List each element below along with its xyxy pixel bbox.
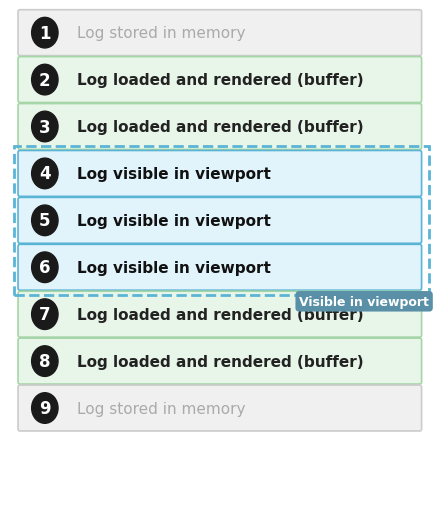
FancyBboxPatch shape [18, 58, 422, 103]
Text: Log visible in viewport: Log visible in viewport [77, 213, 271, 229]
Circle shape [31, 393, 58, 423]
Text: Log stored in memory: Log stored in memory [77, 26, 245, 41]
Text: Log visible in viewport: Log visible in viewport [77, 166, 271, 182]
Text: 8: 8 [39, 352, 51, 371]
Text: 1: 1 [39, 24, 51, 43]
FancyBboxPatch shape [18, 11, 422, 56]
FancyBboxPatch shape [18, 151, 422, 197]
Text: Log stored in memory: Log stored in memory [77, 401, 245, 416]
Text: 2: 2 [39, 71, 51, 90]
Text: Log loaded and rendered (buffer): Log loaded and rendered (buffer) [77, 307, 364, 322]
Text: Log visible in viewport: Log visible in viewport [77, 260, 271, 275]
Circle shape [31, 112, 58, 143]
Bar [14, 147, 429, 295]
Text: Visible in viewport: Visible in viewport [299, 295, 429, 308]
FancyBboxPatch shape [18, 198, 422, 244]
Text: 9: 9 [39, 399, 51, 417]
Circle shape [31, 299, 58, 330]
Text: Log loaded and rendered (buffer): Log loaded and rendered (buffer) [77, 73, 364, 88]
Text: Log loaded and rendered (buffer): Log loaded and rendered (buffer) [77, 120, 364, 135]
FancyBboxPatch shape [18, 338, 422, 384]
Text: 7: 7 [39, 305, 51, 324]
Circle shape [31, 206, 58, 236]
Circle shape [31, 159, 58, 189]
FancyBboxPatch shape [18, 292, 422, 337]
Circle shape [31, 18, 58, 49]
Text: 3: 3 [39, 118, 51, 136]
FancyBboxPatch shape [18, 104, 422, 150]
FancyBboxPatch shape [18, 385, 422, 431]
Circle shape [31, 65, 58, 96]
Text: Log loaded and rendered (buffer): Log loaded and rendered (buffer) [77, 354, 364, 369]
Circle shape [31, 346, 58, 377]
Text: 5: 5 [39, 212, 51, 230]
Text: 6: 6 [39, 259, 51, 277]
Circle shape [31, 252, 58, 283]
FancyBboxPatch shape [18, 245, 422, 291]
Text: 4: 4 [39, 165, 51, 183]
